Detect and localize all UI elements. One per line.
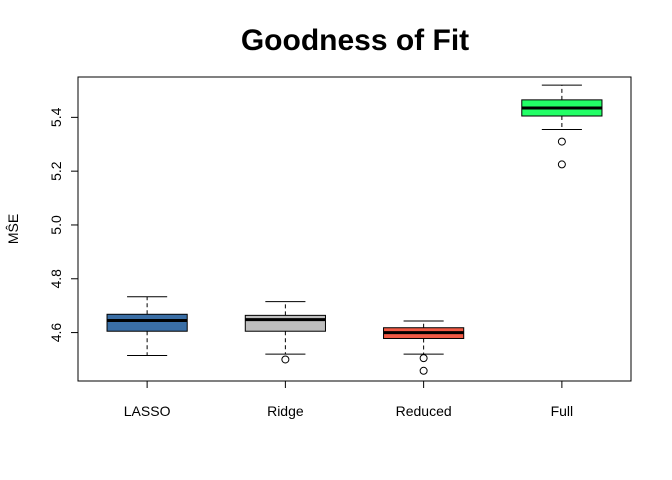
- box-iqr: [244, 314, 326, 332]
- box-full: [521, 84, 603, 169]
- outlier-point: [557, 160, 566, 169]
- x-tick-label: LASSO: [124, 403, 171, 419]
- box-iqr: [106, 313, 188, 332]
- plot-frame: [77, 76, 632, 382]
- y-axis-label: MŜE: [5, 214, 21, 244]
- box-reduced: [383, 320, 465, 375]
- x-tick-label: Reduced: [396, 403, 452, 419]
- chart-title: Goodness of Fit: [241, 24, 469, 57]
- y-tick-label: 4.8: [48, 269, 64, 289]
- boxes-group: [106, 84, 603, 375]
- y-tick-label: 5.2: [48, 161, 64, 181]
- box-ridge: [244, 301, 326, 364]
- y-axis: 4.6 4.8 5.0 5.2 5.4: [48, 107, 79, 343]
- x-axis: LASSO Ridge Reduced Full: [124, 380, 574, 419]
- x-tick-label: Ridge: [267, 403, 304, 419]
- x-tick-label: Full: [551, 403, 574, 419]
- outlier-point: [419, 354, 428, 363]
- outlier-point: [419, 366, 428, 375]
- y-tick-label: 5.4: [48, 107, 64, 127]
- outlier-point: [281, 355, 290, 364]
- y-tick-label: 5.0: [48, 215, 64, 235]
- y-tick-label: 4.6: [48, 323, 64, 343]
- outlier-point: [557, 137, 566, 146]
- box-lasso: [106, 296, 188, 356]
